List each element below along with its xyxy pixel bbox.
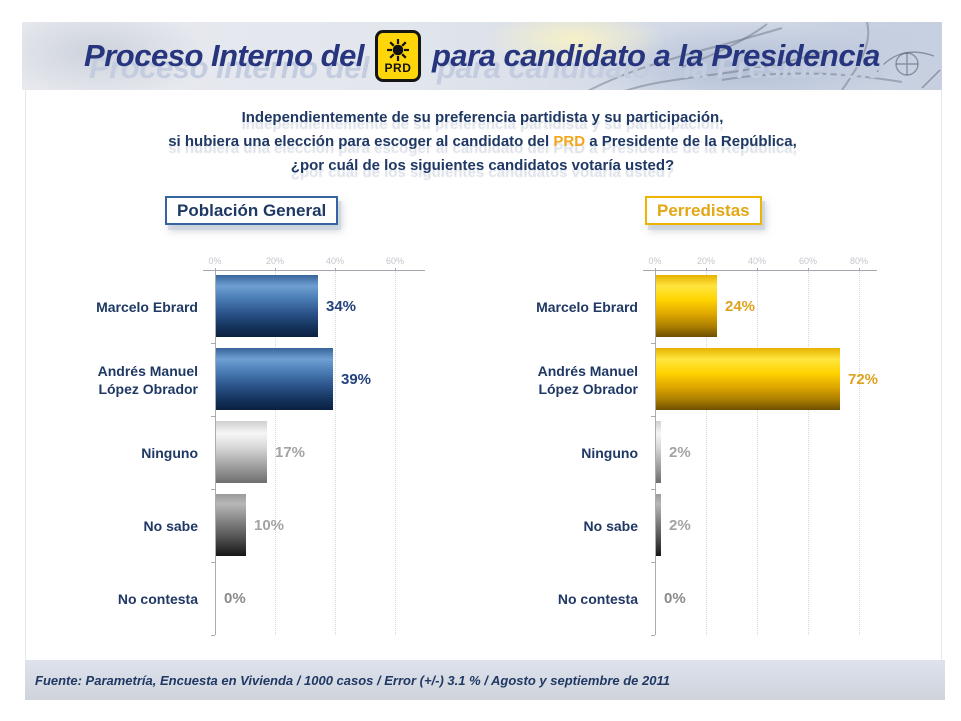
x-tick-label: 40% — [747, 256, 767, 266]
value-label: 39% — [341, 371, 372, 388]
axis-tick — [651, 635, 655, 636]
category-label: Marcelo Ebrard — [96, 298, 198, 315]
axis-tick — [651, 270, 655, 271]
survey-question-line2-before: si hubiera una elección para escoger al … — [168, 133, 550, 150]
value-label: 24% — [725, 298, 756, 315]
survey-question: Independientemente de su preferencia par… — [25, 106, 940, 178]
prd-logo-text: PRD — [384, 61, 412, 75]
axis-tick — [651, 343, 655, 344]
axis-tick — [211, 562, 215, 563]
chart-bar — [656, 275, 717, 337]
sun-icon — [386, 39, 409, 61]
axis-tick — [757, 268, 758, 273]
category-label: No contesta — [117, 590, 198, 607]
category-label: Andrés Manuel López Obrador — [537, 362, 638, 397]
chart-bar — [216, 421, 267, 483]
header-band: Proceso Interno del para candidato a la … — [22, 22, 942, 90]
x-tick-label: 20% — [265, 256, 285, 266]
chart-bar — [656, 421, 661, 483]
gridline — [808, 271, 809, 635]
y-axis-line — [655, 270, 656, 635]
axis-tick — [655, 268, 656, 273]
value-label: 0% — [224, 590, 246, 607]
header-title-ghost: Proceso Interno del para candidato a la … — [27, 34, 942, 90]
axis-tick — [651, 489, 655, 490]
axis-tick — [335, 268, 336, 273]
axis-tick — [395, 268, 396, 273]
chart-bar — [216, 348, 333, 410]
axis-tick — [808, 268, 809, 273]
header-title-ghost-prefix: Proceso Interno del — [89, 50, 369, 85]
category-label: No sabe — [583, 517, 638, 534]
x-tick-label: 80% — [849, 256, 869, 266]
x-tick-label: 60% — [385, 256, 405, 266]
axis-tick — [651, 416, 655, 417]
value-label: 72% — [848, 371, 879, 388]
axis-tick — [275, 268, 276, 273]
y-axis-line — [215, 270, 216, 635]
chart-bar — [216, 494, 246, 556]
survey-question-line2: si hubiera una elección para escoger al … — [25, 130, 940, 154]
header-title-wrap: Proceso Interno del para candidato a la … — [22, 22, 942, 90]
axis-tick — [211, 489, 215, 490]
value-label: 34% — [326, 298, 357, 315]
x-tick-label: 40% — [325, 256, 345, 266]
gridline — [335, 271, 336, 635]
x-tick-label: 0% — [208, 256, 222, 266]
value-label: 2% — [669, 517, 691, 534]
category-label: Marcelo Ebrard — [536, 298, 638, 315]
header-title-ghost-suffix: para candidato a la Presidencia — [436, 50, 885, 85]
group-label-perredistas: Perredistas — [645, 196, 762, 225]
group-label-poblacion-general: Población General — [165, 196, 339, 225]
group-label-text: Perredistas — [657, 200, 750, 220]
branch-sketch-decoration — [587, 22, 941, 90]
category-label: Ninguno — [581, 444, 638, 461]
chart-bar — [656, 494, 661, 556]
category-label: No sabe — [143, 517, 198, 534]
x-tick-label: 60% — [798, 256, 818, 266]
category-label: No contesta — [557, 590, 638, 607]
value-label: 10% — [254, 517, 285, 534]
x-tick-label: 0% — [648, 256, 662, 266]
x-tick-label: 20% — [696, 256, 716, 266]
axis-tick — [211, 416, 215, 417]
value-label: 2% — [669, 444, 691, 461]
prd-party-logo: PRD — [374, 30, 421, 82]
page-title-prefix: Proceso Interno del — [84, 38, 364, 73]
survey-question-line3: ¿por cuál de los siguientes candidatos v… — [290, 157, 675, 174]
gridline — [275, 271, 276, 635]
chart-poblacion-general: 0% 20% 40% 60% Marcelo Ebrard 34% Andrés Manue… — [60, 250, 490, 650]
chart-bar — [656, 348, 840, 410]
axis-tick — [859, 268, 860, 273]
survey-question-line1: Independientemente de su preferencia par… — [241, 109, 724, 126]
category-label: Andrés Manuel López Obrador — [97, 362, 198, 397]
x-axis-line — [203, 270, 425, 271]
page-title: Proceso Interno del — [22, 22, 942, 90]
x-axis-line — [643, 270, 877, 271]
axis-tick — [706, 268, 707, 273]
chart-perredistas: 0% 20% 40% 60% 80% Marcelo Ebrard 24% Andrés Ma… — [500, 250, 955, 650]
axis-tick — [211, 270, 215, 271]
axis-tick — [215, 268, 216, 273]
value-label: 17% — [275, 444, 306, 461]
footer-band: Fuente: Parametría, Encuesta en Vivienda… — [25, 660, 945, 700]
value-label: 0% — [664, 590, 686, 607]
axis-tick — [651, 562, 655, 563]
survey-question-line2-after: a Presidente de la República, — [589, 133, 797, 150]
group-label-text: Población General — [177, 200, 327, 220]
gridline — [706, 271, 707, 635]
survey-question-prd-highlight: PRD — [553, 133, 586, 150]
page-title-suffix: para candidato a la Presidencia — [431, 38, 880, 73]
gridline — [395, 271, 396, 635]
gridline — [859, 271, 860, 635]
axis-tick — [211, 343, 215, 344]
category-label: Ninguno — [141, 444, 198, 461]
chart-bar — [216, 275, 318, 337]
source-note: Fuente: Parametría, Encuesta en Vivienda… — [35, 672, 670, 688]
axis-tick — [211, 635, 215, 636]
gridline — [757, 271, 758, 635]
